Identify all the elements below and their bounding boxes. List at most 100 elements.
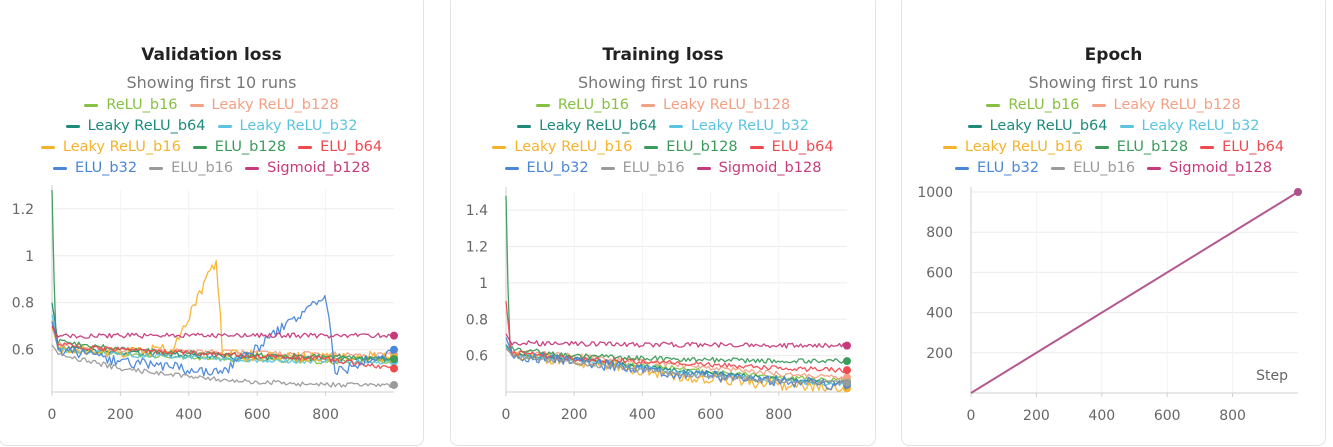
legend-row: ELU_b32 ELU_b16 Sigmoid_b128	[10, 158, 413, 179]
epoch-plot[interactable]: 200 400 600 800 1000 0 200 400 600 800 Step	[902, 0, 1327, 447]
series-end-point	[390, 355, 398, 364]
legend-item[interactable]: ELU_b32	[504, 158, 589, 179]
legend-swatch	[1091, 103, 1106, 107]
legend-item[interactable]: ELU_b64	[298, 137, 382, 158]
x-tick-label: 400	[1088, 408, 1115, 424]
legend-label: Leaky ReLU_b128	[211, 97, 339, 113]
legend-label: Leaky ReLU_b64	[87, 118, 206, 134]
chart-subtitle: Showing first 10 runs	[126, 73, 297, 92]
legend-swatch	[641, 103, 656, 107]
series-line	[970, 191, 1299, 394]
series-end-point	[390, 380, 398, 389]
legend-label: ReLU_b16	[106, 97, 178, 113]
x-axis-label: Step	[1256, 368, 1288, 384]
x-tick-label: 400	[175, 407, 202, 423]
legend-item[interactable]: Sigmoid_b128	[696, 158, 822, 179]
legend-label: ELU_b128	[214, 139, 287, 155]
legend-swatch	[192, 145, 207, 149]
series-line	[51, 344, 394, 389]
legend-label: ELU_b16	[171, 160, 234, 176]
legend-item[interactable]: Leaky ReLU_b64	[967, 116, 1108, 137]
legend-label: ELU_b64	[771, 139, 834, 155]
series-line	[51, 314, 394, 365]
series-end-point	[390, 345, 398, 354]
legend-item[interactable]: Leaky ReLU_b128	[641, 95, 790, 116]
legend-label: Leaky ReLU_b128	[663, 97, 791, 113]
series-line	[51, 295, 394, 377]
legend-item[interactable]: Sigmoid_b128	[1147, 158, 1272, 179]
legend-swatch	[1051, 166, 1066, 170]
x-tick-label: 200	[1023, 408, 1050, 424]
legend-label: Leaky ReLU_b128	[1113, 97, 1241, 113]
legend-swatch	[53, 166, 68, 170]
series-line	[51, 259, 394, 363]
epoch-panel: Epoch Showing first 10 runs ReLU_b16 Leak…	[901, 0, 1326, 446]
x-tick-label: 600	[697, 407, 724, 423]
legend-swatch	[1200, 145, 1215, 149]
series-end-point	[843, 378, 851, 387]
legend-label: Sigmoid_b128	[718, 160, 822, 176]
legend-label: Leaky ReLU_b64	[989, 118, 1108, 134]
legend-item[interactable]: ELU_b16	[600, 158, 685, 179]
series-line	[51, 321, 393, 370]
training-loss-plot[interactable]: 0.6 0.8 1 1.2 1.4 0 200 400 600 800	[451, 0, 877, 447]
legend-swatch	[189, 103, 204, 107]
legend-row: Leaky ReLU_b16 ELU_b128 ELU_b64	[10, 137, 413, 158]
y-tick-label: 1.4	[466, 203, 488, 219]
legend-swatch	[696, 166, 711, 170]
legend-item[interactable]: ReLU_b16	[535, 95, 629, 116]
legend-swatch	[245, 166, 260, 170]
legend-item[interactable]: Sigmoid_b128	[245, 158, 370, 179]
legend-row: ELU_b32 ELU_b16 Sigmoid_b128	[461, 158, 865, 179]
series-end-point	[843, 357, 851, 366]
legend-item[interactable]: ReLU_b16	[84, 95, 178, 116]
legend-item[interactable]: ELU_b16	[149, 158, 233, 179]
legend-item[interactable]: Leaky ReLU_b32	[1119, 116, 1260, 137]
series-line	[51, 325, 394, 339]
legend-item[interactable]: Leaky ReLU_b32	[217, 116, 358, 137]
chart-title: Epoch	[1084, 45, 1143, 65]
legend-swatch	[149, 166, 164, 170]
legend-item[interactable]: ELU_b128	[644, 137, 738, 158]
series-end-point	[843, 366, 851, 375]
legend-label: Leaky ReLU_b32	[239, 118, 358, 134]
legend-label: Leaky ReLU_b16	[514, 139, 633, 155]
legend-swatch	[600, 166, 615, 170]
legend-swatch	[1147, 166, 1162, 170]
legend-item[interactable]: ELU_b128	[1094, 137, 1188, 158]
legend-item[interactable]: ReLU_b16	[986, 95, 1080, 116]
validation-loss-plot[interactable]: 0.6 0.8 1 1.2 0 200 400 600 800	[0, 0, 425, 447]
legend-item[interactable]: Leaky ReLU_b32	[669, 116, 809, 137]
y-tick-label: 0.8	[466, 312, 488, 328]
legend-label: Leaky ReLU_b16	[62, 139, 181, 155]
legend-item[interactable]: ELU_b32	[53, 158, 137, 179]
legend-label: ELU_b16	[622, 160, 685, 176]
legend-row: Leaky ReLU_b16 ELU_b128 ELU_b64	[912, 137, 1315, 158]
legend-item[interactable]: Leaky ReLU_b16	[942, 137, 1083, 158]
legend-item[interactable]: Leaky ReLU_b128	[1091, 95, 1241, 116]
legend-item[interactable]: Leaky ReLU_b16	[40, 137, 181, 158]
legend-swatch	[967, 124, 982, 128]
legend-label: ELU_b32	[75, 160, 138, 176]
series-end-point	[843, 341, 851, 350]
legend-swatch	[40, 145, 55, 149]
series-end-point	[390, 364, 398, 373]
legend-label: Leaky ReLU_b32	[1141, 118, 1260, 134]
series-end-point	[1294, 188, 1302, 196]
legend-item[interactable]: ELU_b16	[1051, 158, 1135, 179]
legend-item[interactable]: Leaky ReLU_b128	[189, 95, 339, 116]
x-tick-label: 0	[502, 407, 511, 423]
legend-item[interactable]: Leaky ReLU_b64	[65, 116, 206, 137]
legend-swatch	[644, 145, 659, 149]
legend-item[interactable]: ELU_b32	[955, 158, 1039, 179]
legend-row: ELU_b32 ELU_b16 Sigmoid_b128	[912, 158, 1315, 179]
legend-item[interactable]: Leaky ReLU_b16	[492, 137, 632, 158]
legend-item[interactable]: ELU_b64	[749, 137, 834, 158]
legend-item[interactable]: Leaky ReLU_b64	[517, 116, 657, 137]
legend-label: Leaky ReLU_b32	[691, 118, 809, 134]
legend-swatch	[986, 103, 1001, 107]
legend-swatch	[942, 145, 957, 149]
legend-item[interactable]: ELU_b128	[192, 137, 287, 158]
legend-item[interactable]: ELU_b64	[1200, 137, 1284, 158]
legend-label: ReLU_b16	[1008, 97, 1080, 113]
